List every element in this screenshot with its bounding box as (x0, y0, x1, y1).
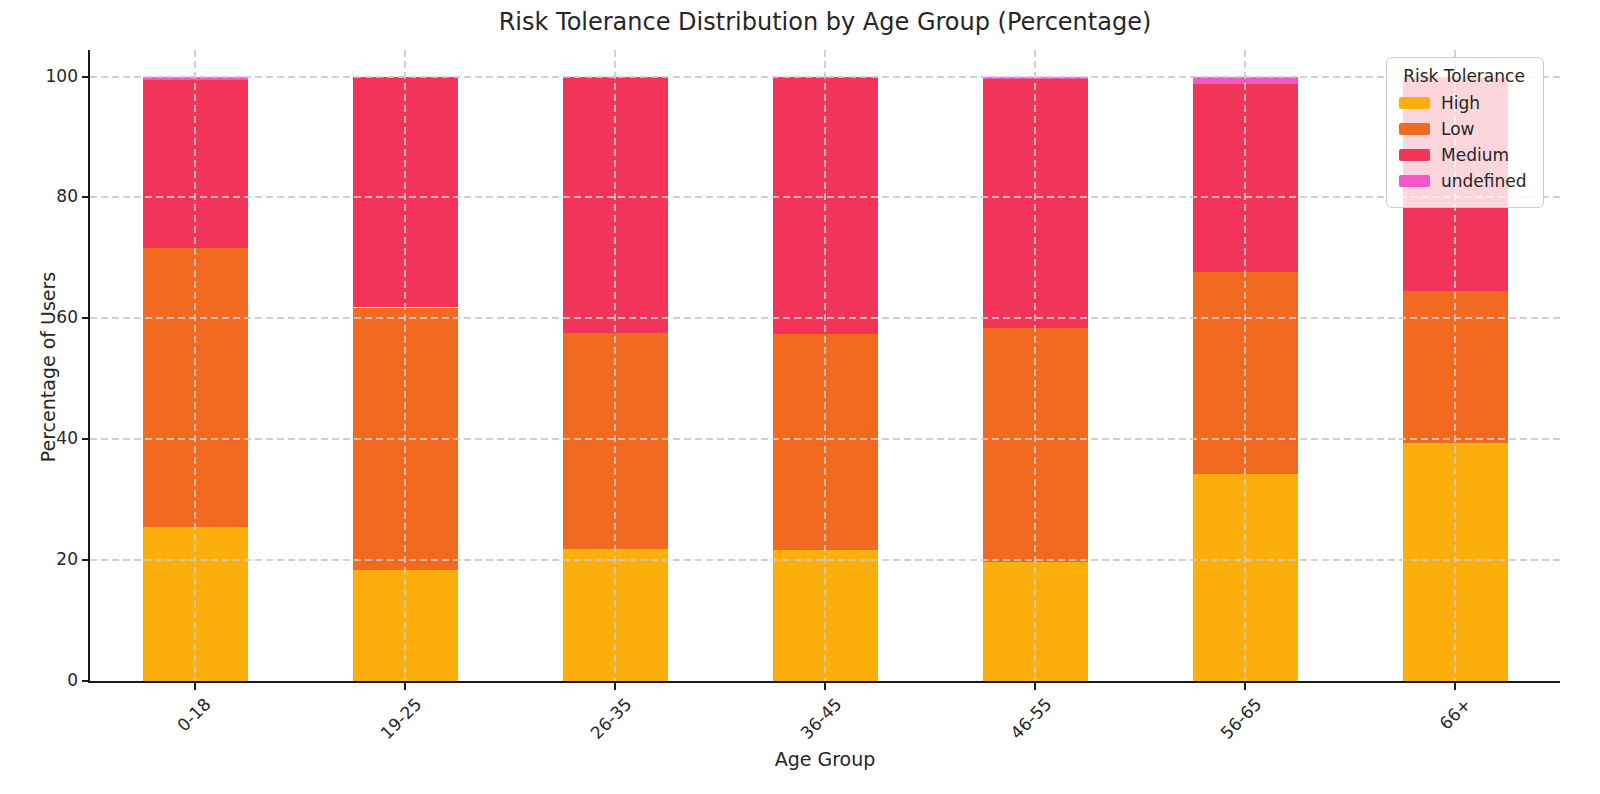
bar-segment-46-55-High (983, 562, 1088, 681)
x-axis-label: Age Group (90, 748, 1560, 770)
bar-segment-0-18-undefined (143, 77, 248, 80)
x-tick-mark-19-25 (404, 683, 406, 690)
legend-item-High: High (1399, 93, 1529, 113)
bar-segment-26-35-High (563, 549, 668, 681)
bar-segment-0-18-High (143, 527, 248, 681)
x-tick-label-text-0-18: 0-18 (174, 694, 215, 735)
bar-segment-19-25-High (353, 570, 458, 681)
x-tick-label-text-56-65: 56-65 (1216, 694, 1265, 743)
bar-segment-36-45-Low (773, 334, 878, 550)
bar-segment-36-45-Medium (773, 77, 878, 334)
x-tick-mark-66+ (1454, 683, 1456, 690)
legend-title: Risk Tolerance (1399, 66, 1529, 86)
x-tick-mark-46-55 (1034, 683, 1036, 690)
bar-segment-56-65-Medium (1193, 84, 1298, 273)
bar-segment-46-55-Medium (983, 79, 1088, 328)
plot-area (90, 50, 1560, 681)
y-tick-label-0: 0 (8, 672, 78, 689)
y-tick-mark-80 (82, 196, 89, 198)
bar-segment-19-25-Medium (353, 77, 458, 308)
x-tick-mark-56-65 (1244, 683, 1246, 690)
legend-item-Low: Low (1399, 119, 1529, 139)
legend-label-Low: Low (1441, 119, 1474, 139)
bar-segment-0-18-Low (143, 248, 248, 528)
bar-segment-46-55-undefined (983, 77, 1088, 79)
legend-swatch-Low (1399, 123, 1430, 135)
bar-segment-36-45-High (773, 550, 878, 681)
x-tick-mark-0-18 (194, 683, 196, 690)
legend-label-Medium: Medium (1441, 145, 1509, 165)
figure: Risk Tolerance Distribution by Age Group… (0, 0, 1600, 794)
x-tick-label-text-36-45: 36-45 (796, 694, 845, 743)
bar-segment-66+-Low (1403, 291, 1508, 444)
x-tick-label-text-66+: 66+ (1436, 694, 1476, 734)
bar-segment-66+-High (1403, 443, 1508, 681)
y-tick-label-100: 100 (8, 68, 78, 85)
bar-segment-26-35-Low (563, 333, 668, 549)
x-tick-label-text-46-55: 46-55 (1006, 694, 1055, 743)
bars-layer (90, 50, 1560, 681)
y-tick-mark-100 (82, 76, 89, 78)
bar-segment-26-35-Medium (563, 77, 668, 333)
y-tick-mark-40 (82, 438, 89, 440)
bar-segment-46-55-Low (983, 328, 1088, 562)
legend-label-undefined: undefined (1441, 171, 1527, 191)
x-tick-label-text-26-35: 26-35 (586, 694, 635, 743)
legend-swatch-High (1399, 97, 1430, 109)
bar-segment-56-65-High (1193, 474, 1298, 681)
x-tick-mark-26-35 (614, 683, 616, 690)
x-tick-label-text-19-25: 19-25 (376, 694, 425, 743)
legend-item-Medium: Medium (1399, 145, 1529, 165)
x-tick-mark-36-45 (824, 683, 826, 690)
legend-swatch-Medium (1399, 149, 1430, 161)
y-axis-label: Percentage of Users (37, 257, 59, 477)
legend: Risk Tolerance High Low Medium undefined (1386, 57, 1544, 208)
y-axis-spine (88, 50, 90, 683)
bar-segment-19-25-Low (353, 308, 458, 571)
y-tick-mark-20 (82, 559, 89, 561)
bar-segment-0-18-Medium (143, 80, 248, 248)
y-tick-mark-60 (82, 317, 89, 319)
y-tick-label-80: 80 (8, 188, 78, 205)
y-tick-mark-0 (82, 680, 89, 682)
legend-label-High: High (1441, 93, 1480, 113)
legend-item-undefined: undefined (1399, 171, 1529, 191)
bar-segment-56-65-Low (1193, 272, 1298, 473)
y-tick-label-20: 20 (8, 551, 78, 568)
legend-swatch-undefined (1399, 175, 1430, 187)
legend-items: High Low Medium undefined (1399, 93, 1529, 191)
bar-segment-56-65-undefined (1193, 77, 1298, 84)
